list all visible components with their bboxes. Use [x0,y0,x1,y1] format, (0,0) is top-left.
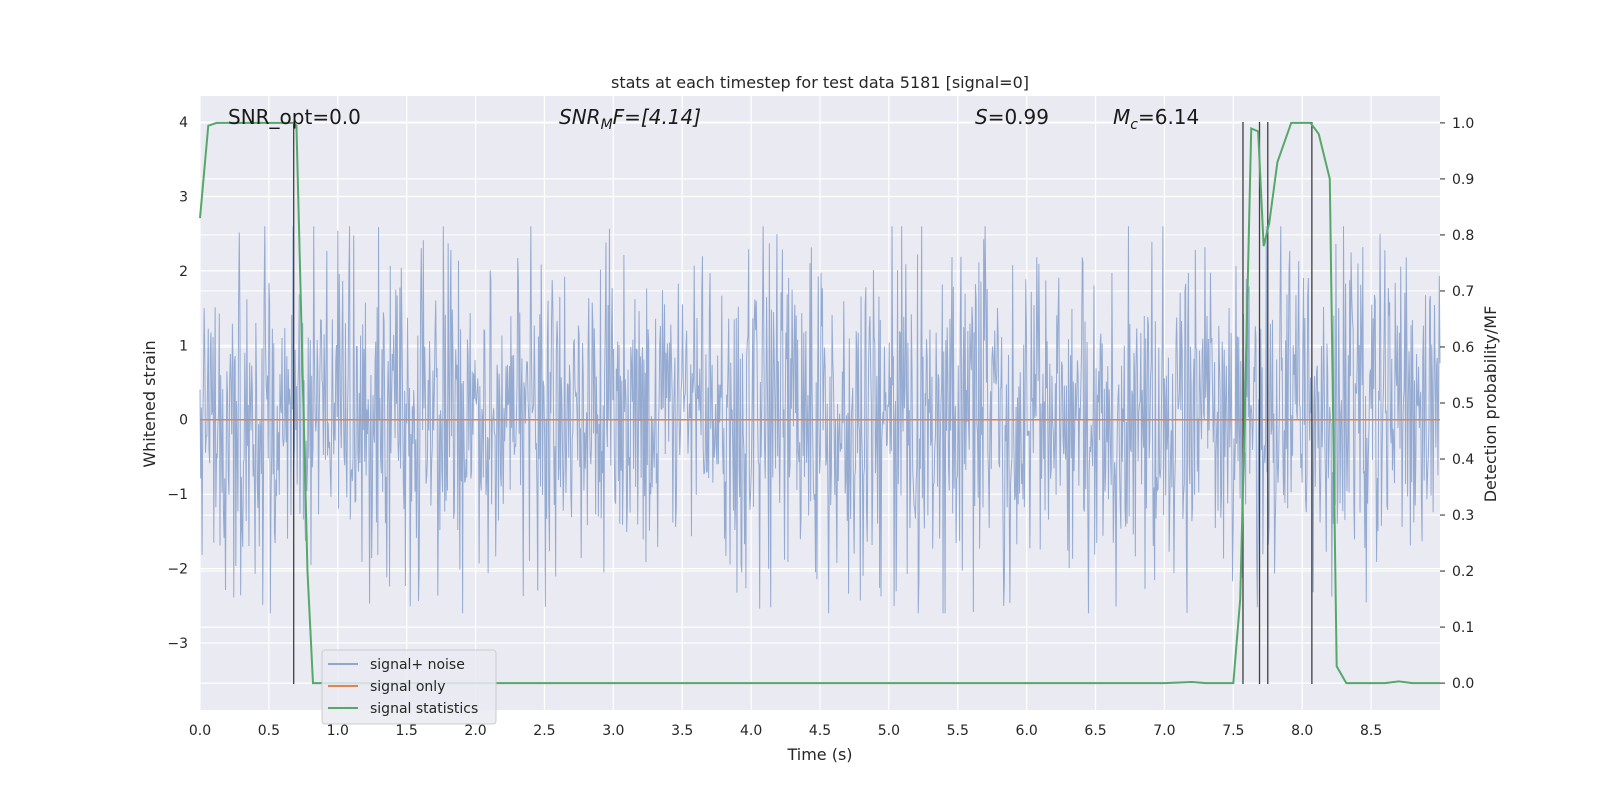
y-tick-label: −2 [167,562,188,578]
vertical-markers [293,122,1313,684]
annotation-mc-value: =6.14 [1138,105,1199,129]
legend-label-signal-only: signal only [370,679,445,695]
annotation-snr-mf-value: F=[4.14] [613,105,701,129]
y2-tick-label: 0.6 [1452,340,1474,356]
x-tick-label: 4.5 [809,723,831,739]
y-tick-label: −1 [167,487,188,503]
x-tick-label: 8.0 [1291,723,1313,739]
legend-box [321,649,497,725]
annotation-mc-base: M [1113,105,1130,129]
series-signal-statistics [199,121,1440,685]
x-tick-label: 2.5 [533,723,555,739]
y2-tick-label: 0.5 [1452,396,1474,412]
y2-tick-label: 0.4 [1452,452,1474,468]
y-axis-label: Whitened strain [140,340,159,467]
y2-tick-label: 0.2 [1452,564,1474,580]
y2-tick-label: 0.3 [1452,508,1474,524]
annotation-snr-mf-subscript: M [601,117,613,133]
y2-tick-label: 0.9 [1452,172,1474,188]
y-tick-label: 0 [179,413,188,429]
x-tick-label: 1.0 [327,723,349,739]
annotation-s-base: S [975,105,988,129]
annotation-snr-opt: SNR_opt=0.0 [228,105,361,129]
x-tick-label: 6.0 [1016,723,1038,739]
x-tick-label: 5.5 [947,723,969,739]
legend-label-signal-noise: signal+ noise [370,657,465,673]
annotation-s-value: =0.99 [988,105,1049,129]
y2-tick-label: 0.1 [1452,620,1474,636]
x-axis-label: Time (s) [786,745,852,764]
y-tick-label: −3 [167,636,188,652]
y-tick-label: 4 [179,115,188,131]
x-tick-label: 5.0 [878,723,900,739]
x-tick-label: 4.0 [740,723,762,739]
grid [199,96,1440,710]
x-tick-label: 7.0 [1153,723,1175,739]
x-tick-label: 1.5 [396,723,418,739]
y-axis-ticks: 4 3 2 1 0 −1 −2 −3 [167,115,188,652]
y-tick-label: 3 [179,189,188,205]
legend-label-signal-statistics: signal statistics [370,701,478,717]
y2-tick-label: 0.0 [1452,676,1474,692]
chart-title: stats at each timestep for test data 518… [611,73,1029,92]
x-axis-ticks: 0.0 0.5 1.0 1.5 2.0 2.5 3.0 3.5 4.0 4.5 5.0 5.5 6.0 6… [189,723,1382,739]
x-tick-label: 6.5 [1084,723,1106,739]
y2-tick-label: 0.7 [1452,284,1474,300]
y2-tick-label: 1.0 [1452,116,1474,132]
annotation-snr-mf: SNRMF=[4.14] [559,105,701,133]
x-tick-label: 8.5 [1360,723,1382,739]
y2-axis-ticks: 1.0 0.9 0.8 0.7 0.6 0.5 0.4 0.3 0.2 0.1 0.0 [1440,116,1474,692]
x-tick-label: 0.5 [258,723,280,739]
annotation-snr-mf-base: SNR [559,105,601,129]
legend: signal+ noise signal only signal statist… [321,649,497,725]
x-tick-label: 3.0 [602,723,624,739]
y2-tick-label: 0.8 [1452,228,1474,244]
annotation-s: S=0.99 [975,105,1049,129]
x-tick-label: 3.5 [671,723,693,739]
y-tick-label: 2 [179,264,188,280]
x-tick-label: 2.0 [464,723,486,739]
annotation-mc-subscript: c [1130,117,1138,133]
annotation-mc: Mc=6.14 [1113,105,1199,133]
x-tick-label: 0.0 [189,723,211,739]
y2-axis-label: Detection probability/MF [1481,306,1500,503]
x-tick-label: 7.5 [1222,723,1244,739]
y-tick-label: 1 [179,338,188,354]
